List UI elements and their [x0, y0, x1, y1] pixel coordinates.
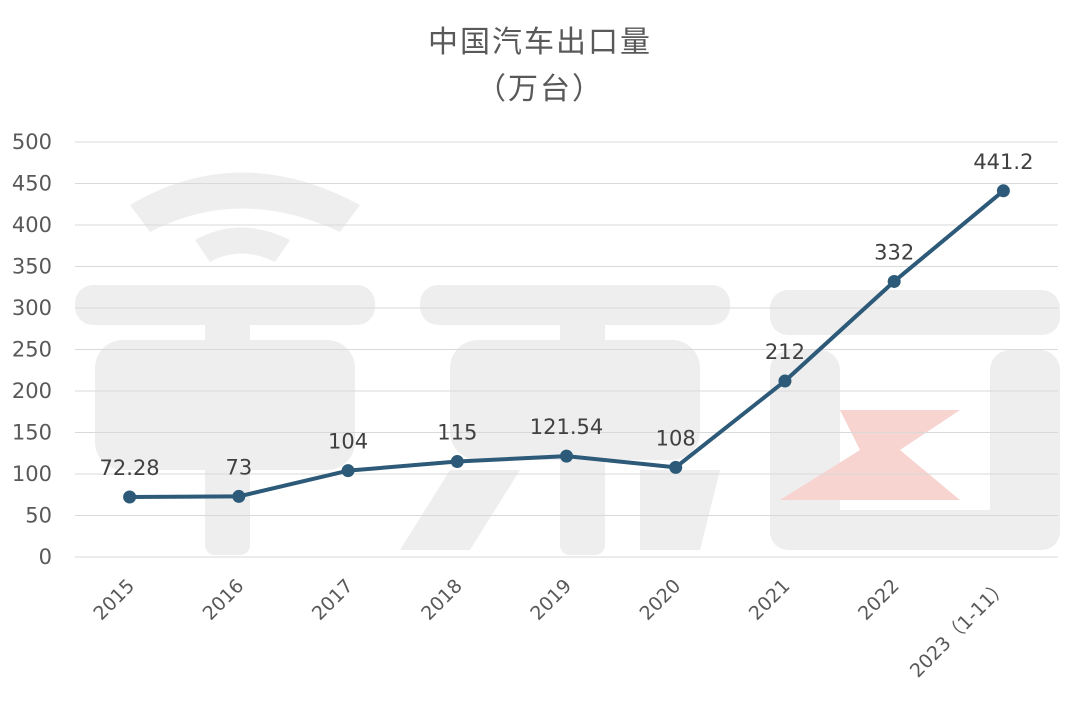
x-tick-label: 2019: [526, 575, 576, 625]
data-point: [996, 184, 1010, 198]
data-point: [560, 449, 573, 463]
series: [123, 184, 1010, 504]
y-tick-label: 100: [12, 462, 52, 486]
data-point: [887, 274, 901, 288]
data-label: 104: [328, 430, 368, 454]
x-axis-ticks: 2015 2016 2017 2018 2019 2020 2021 2022 2023（1-1…: [89, 575, 1013, 682]
data-labels: 72.28 73 104 115 121.54 108 212 332 441.2: [100, 150, 1034, 480]
y-tick-label: 500: [12, 130, 52, 154]
chart-subtitle: （万台）: [476, 72, 604, 107]
data-label: 115: [437, 421, 477, 445]
data-point: [778, 374, 792, 388]
x-tick-label: 2017: [308, 575, 358, 625]
data-point: [450, 455, 464, 469]
chart-title: 中国汽车出口量: [428, 25, 652, 60]
y-tick-label: 0: [39, 545, 52, 569]
y-tick-label: 250: [12, 338, 52, 362]
data-point: [341, 464, 355, 478]
y-tick-label: 150: [12, 421, 52, 445]
data-label: 212: [765, 340, 805, 364]
y-tick-label: 50: [25, 504, 52, 528]
x-tick-label: 2023（1-11）: [906, 575, 1013, 682]
data-point: [232, 489, 246, 503]
data-label: 332: [874, 240, 914, 264]
data-label: 121.54: [530, 415, 603, 439]
y-axis-ticks: 0 50 100 150 200 250 300 350 400 450 500: [12, 130, 52, 569]
y-tick-label: 300: [12, 296, 52, 320]
gridlines: [75, 141, 1058, 558]
data-label: 441.2: [973, 150, 1033, 174]
x-tick-label: 2020: [636, 575, 686, 625]
x-tick-label: 2021: [745, 575, 795, 625]
x-tick-label: 2016: [199, 575, 249, 625]
y-tick-label: 450: [12, 172, 52, 196]
y-tick-label: 200: [12, 379, 52, 403]
data-point: [123, 490, 137, 504]
y-tick-label: 350: [12, 255, 52, 279]
data-label: 72.28: [100, 456, 160, 480]
data-label: 73: [225, 455, 252, 479]
y-tick-label: 400: [12, 213, 52, 237]
x-tick-label: 2015: [89, 575, 139, 625]
data-point: [669, 460, 683, 474]
chart-title-group: 中国汽车出口量 （万台）: [428, 25, 652, 107]
data-label: 108: [656, 426, 696, 450]
x-tick-label: 2018: [417, 575, 467, 625]
x-tick-label: 2022: [854, 575, 904, 625]
